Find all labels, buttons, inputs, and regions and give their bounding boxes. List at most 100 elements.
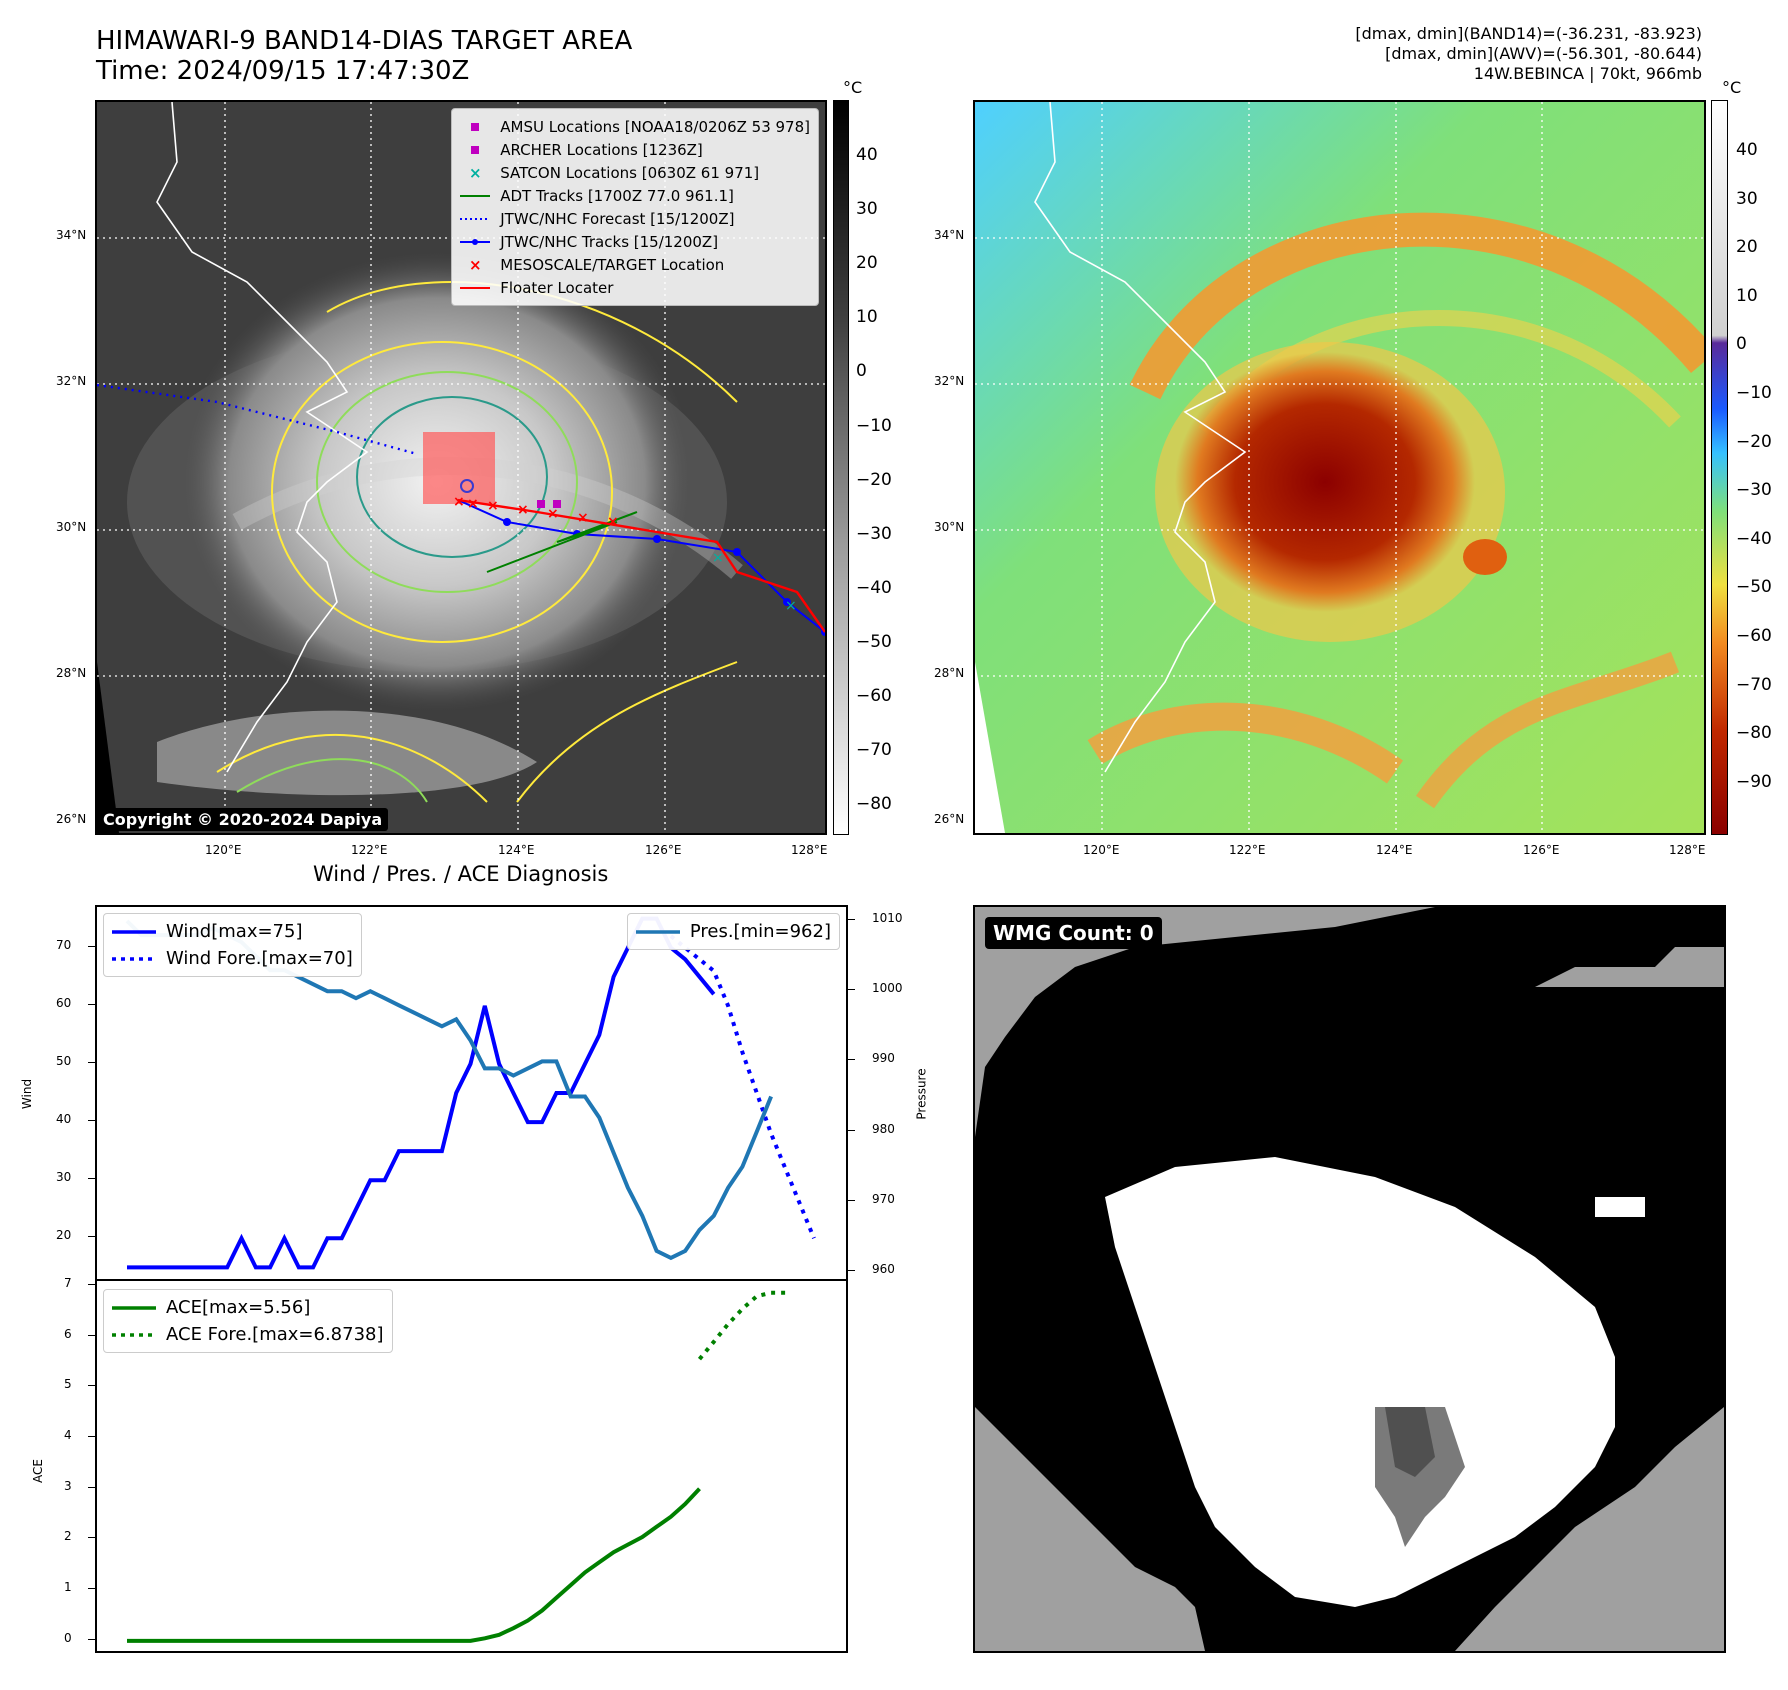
lon-tick-left: 124°E (498, 843, 535, 857)
gray-colorbar-tick: −30 (856, 523, 892, 544)
legend-item: JTWC/NHC Tracks [15/1200Z] (460, 230, 810, 253)
wind-tick: 40 (56, 1112, 72, 1127)
ace-tickmark (88, 1385, 95, 1387)
color-colorbar (1711, 100, 1728, 835)
title-line-1: HIMAWARI-9 BAND14-DIAS TARGET AREA (96, 26, 633, 56)
wind-legend: Wind[max=75] Wind Fore.[max=70] (103, 913, 362, 977)
color-colorbar-tick: 20 (1736, 237, 1758, 258)
color-colorbar-unit: °C (1722, 78, 1742, 97)
color-colorbar-tick: −90 (1736, 771, 1772, 792)
lon-tick-left: 128°E (791, 843, 828, 857)
figure-title: HIMAWARI-9 BAND14-DIAS TARGET AREA Time:… (96, 26, 632, 86)
series-line-1 (669, 934, 816, 1240)
copyright-label: Copyright © 2020-2024 Dapiya (97, 808, 389, 831)
lon-tick-left: 122°E (351, 843, 388, 857)
legend-item: AMSU Locations [NOAA18/0206Z 53 978] (460, 115, 810, 138)
legend-label: ADT Tracks [1700Z 77.0 961.1] (500, 186, 734, 205)
pressure-tickmark (848, 919, 855, 921)
gray-colorbar-unit: °C (843, 78, 863, 97)
pressure-tickmark (848, 1059, 855, 1061)
wind-tick: 50 (56, 1053, 72, 1068)
ace-plot[interactable]: ACE[max=5.56] ACE Fore.[max=6.8738] (95, 1279, 848, 1653)
gray-colorbar-tick: −80 (856, 794, 892, 815)
legend-label: MESOSCALE/TARGET Location (500, 255, 725, 274)
ir-grayscale-map[interactable]: × × × × × × × × × AMSU Locations [NOAA18/0206Z… (95, 100, 827, 835)
pressure-tick: 1010 (872, 911, 903, 926)
svg-text:×: × (607, 514, 619, 530)
ace-tickmark (88, 1334, 95, 1336)
track-legend: AMSU Locations [NOAA18/0206Z 53 978] ARCH… (451, 108, 819, 306)
wmg-canvas (975, 907, 1724, 1651)
svg-text:×: × (785, 598, 797, 614)
pressure-legend: Pres.[min=962] (626, 913, 840, 950)
gray-colorbar-tick: 20 (856, 253, 878, 274)
color-colorbar-tick: −60 (1736, 626, 1772, 646)
storm-summary: 14W.BEBINCA | 70kt, 966mb (1473, 64, 1702, 83)
legend-item: JTWC/NHC Forecast [15/1200Z] (460, 207, 810, 230)
color-colorbar-tick: 40 (1736, 140, 1758, 160)
svg-text:×: × (517, 502, 529, 518)
legend-label: JTWC/NHC Tracks [15/1200Z] (500, 232, 719, 251)
ace-tickmark (88, 1537, 95, 1539)
legend-item: ARCHER Locations [1236Z] (460, 138, 810, 161)
gray-colorbar-tick: −70 (856, 740, 892, 761)
legend-label: Floater Locater (500, 278, 614, 297)
ace-tick: 5 (64, 1377, 72, 1392)
wind-tickmark (88, 1120, 95, 1122)
ace-tickmark (88, 1638, 95, 1640)
wind-tick: 30 (56, 1170, 72, 1185)
pressure-axis-label: Pressure (914, 1068, 929, 1120)
lat-tick-right: 32°N (934, 374, 965, 388)
chart-title: Wind / Pres. / ACE Diagnosis (313, 862, 609, 886)
lat-tick-left: 28°N (56, 666, 87, 680)
band14-range: [dmax, dmin](BAND14)=(-36.231, -83.923) (1355, 24, 1702, 43)
gray-colorbar-tick: −50 (856, 631, 892, 652)
legend-item: × MESOSCALE/TARGET Location (460, 253, 810, 276)
svg-text:×: × (487, 498, 499, 514)
ace-tick: 1 (64, 1580, 72, 1595)
gray-colorbar-tick: 30 (856, 199, 878, 220)
gray-colorbar-tick: 10 (856, 307, 878, 328)
pressure-tick: 960 (872, 1261, 895, 1276)
gray-colorbar-tick: −20 (856, 469, 892, 490)
legend-item: ADT Tracks [1700Z 77.0 961.1] (460, 184, 810, 207)
legend-label: SATCON Locations [0630Z 61 971] (500, 163, 760, 182)
lat-tick-right: 26°N (934, 812, 965, 826)
ace-axis-label: ACE (30, 1459, 45, 1483)
lon-tick-right: 122°E (1229, 843, 1266, 857)
legend-label: JTWC/NHC Forecast [15/1200Z] (500, 209, 735, 228)
wind-tickmark (88, 1178, 95, 1180)
lon-tick-left: 126°E (645, 843, 682, 857)
ace-tickmark (88, 1588, 95, 1590)
ace-tickmark (88, 1486, 95, 1488)
ace-series-line-1 (697, 1290, 786, 1361)
wind-tickmark (88, 1061, 95, 1063)
gray-colorbar (833, 100, 849, 835)
wmg-panel[interactable]: WMG Count: 0 (973, 905, 1726, 1653)
pressure-tick: 980 (872, 1121, 895, 1136)
lat-tick-left: 26°N (56, 812, 87, 826)
svg-text:×: × (547, 506, 559, 522)
color-colorbar-tick: −70 (1736, 674, 1772, 695)
color-colorbar-tick: 30 (1736, 188, 1758, 209)
lon-tick-right: 120°E (1083, 843, 1120, 857)
ir-enhanced-map[interactable] (973, 100, 1706, 835)
legend-symbol (460, 236, 491, 248)
wind-tickmark (88, 1003, 95, 1005)
gray-colorbar-tick: −10 (856, 415, 892, 436)
title-line-2: Time: 2024/09/15 17:47:30Z (96, 56, 470, 86)
pressure-tickmark (848, 1199, 855, 1201)
wind-axis-label: Wind (20, 1078, 35, 1110)
wind-pressure-plot[interactable]: Wind[max=75] Wind Fore.[max=70] Pres.[mi… (95, 905, 848, 1281)
ace-forecast-legend-label: ACE Fore.[max=6.8738] (166, 1324, 384, 1345)
lon-tick-left: 120°E (205, 843, 242, 857)
svg-text:×: × (467, 496, 479, 512)
ace-tickmark (88, 1284, 95, 1286)
lat-tick-left: 34°N (56, 228, 87, 242)
enhanced-map-canvas (975, 102, 1704, 833)
wind-forecast-legend-label: Wind Fore.[max=70] (166, 948, 353, 969)
color-colorbar-tick: −50 (1736, 577, 1772, 598)
ace-tick: 0 (64, 1630, 72, 1645)
legend-item: Floater Locater (460, 276, 810, 299)
wind-tick: 70 (56, 937, 72, 952)
